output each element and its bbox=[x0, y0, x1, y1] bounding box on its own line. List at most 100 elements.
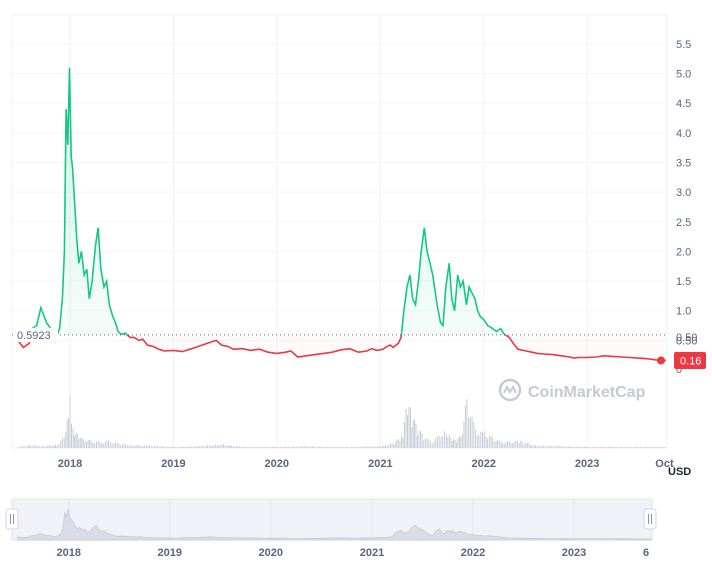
volume-bar bbox=[473, 422, 475, 448]
volume-bar bbox=[579, 446, 580, 448]
volume-bar bbox=[420, 430, 422, 448]
coinmarketcap-logo-icon bbox=[498, 378, 522, 402]
volume-bar bbox=[498, 440, 500, 448]
volume-bar bbox=[45, 446, 47, 448]
volume-bar bbox=[24, 446, 26, 448]
navigator-tick-label: 2023 bbox=[562, 547, 586, 559]
volume-bar bbox=[505, 442, 507, 448]
volume-bar bbox=[205, 445, 207, 448]
volume-bar bbox=[523, 444, 525, 448]
volume-bar bbox=[344, 446, 346, 448]
price-area-below-reference bbox=[17, 334, 666, 361]
volume-bar bbox=[525, 443, 527, 448]
watermark-text: CoinMarketCap bbox=[528, 384, 646, 401]
volume-bar bbox=[231, 445, 233, 448]
volume-bar bbox=[438, 436, 440, 448]
volume-bar bbox=[588, 446, 590, 448]
volume-bar bbox=[515, 440, 517, 448]
volume-bar bbox=[126, 445, 128, 448]
volume-bar bbox=[250, 446, 252, 448]
price-line-above-reference bbox=[30, 67, 507, 335]
volume-bar bbox=[415, 423, 417, 448]
volume-bar bbox=[333, 447, 335, 448]
volume-bar bbox=[262, 447, 264, 448]
volume-bar bbox=[528, 443, 530, 448]
volume-bar bbox=[25, 446, 27, 448]
volume-bar bbox=[90, 440, 92, 448]
volume-bar bbox=[603, 446, 605, 448]
volume-bar bbox=[651, 447, 653, 448]
volume-bar bbox=[614, 446, 616, 448]
volume-bar bbox=[417, 435, 418, 448]
volume-bar bbox=[591, 447, 593, 448]
volume-bar bbox=[37, 446, 39, 448]
volume-bar bbox=[656, 446, 658, 448]
volume-bar bbox=[595, 446, 597, 448]
y-tick-label: 5.0 bbox=[676, 69, 691, 81]
volume-bar bbox=[493, 441, 495, 448]
volume-bar bbox=[213, 445, 215, 448]
price-axis-upper: 5.5 5.0 4.5 4.0 3.5 3.0 2.5 2.0 1.5 1.0 0.50 bbox=[676, 39, 697, 347]
volume-bar bbox=[42, 445, 44, 448]
volume-bar bbox=[120, 445, 122, 448]
volume-bar bbox=[22, 446, 24, 448]
volume-bar bbox=[283, 446, 285, 448]
volume-bar bbox=[315, 447, 317, 448]
volume-bar bbox=[617, 447, 619, 448]
reference-price-label-bg bbox=[14, 327, 58, 342]
volume-bar bbox=[65, 432, 67, 448]
volume-bar bbox=[544, 446, 546, 448]
navigator-right-handle[interactable] bbox=[643, 508, 657, 530]
volume-bar bbox=[310, 446, 312, 448]
navigator-tick-label: 6 bbox=[643, 547, 649, 559]
volume-bar bbox=[313, 446, 315, 448]
volume-bar bbox=[131, 445, 133, 448]
volume-bar bbox=[96, 441, 97, 448]
y-tick-label: 1.5 bbox=[676, 276, 691, 288]
volume-bar bbox=[259, 446, 261, 448]
navigator-left-handle[interactable] bbox=[5, 508, 19, 530]
volume-bar bbox=[171, 446, 173, 448]
volume-bar bbox=[548, 446, 550, 448]
price-line-below-reference bbox=[17, 334, 666, 362]
volume-bar bbox=[128, 445, 130, 448]
volume-bar bbox=[48, 445, 50, 448]
volume-bar bbox=[170, 446, 172, 448]
volume-bar bbox=[464, 405, 466, 448]
volume-bar bbox=[503, 444, 505, 448]
volume-bar bbox=[197, 446, 199, 448]
volume-bar bbox=[444, 431, 445, 448]
volume-bar bbox=[535, 445, 536, 448]
volume-bar bbox=[235, 446, 237, 448]
volume-bar bbox=[39, 446, 40, 448]
volume-bar bbox=[101, 442, 103, 448]
volume-bar bbox=[27, 445, 29, 448]
volume-bar bbox=[418, 431, 420, 448]
volume-bar bbox=[428, 439, 430, 448]
volume-bar bbox=[210, 446, 212, 448]
volume-bar bbox=[539, 446, 541, 448]
volume-bar bbox=[136, 445, 138, 448]
volume-bar bbox=[341, 447, 343, 448]
volume-bar bbox=[111, 444, 113, 448]
volume-bar bbox=[458, 436, 460, 448]
volume-bar bbox=[133, 446, 135, 448]
volume-bar bbox=[607, 446, 609, 448]
volume-bar bbox=[246, 447, 248, 448]
volume-bar bbox=[251, 446, 253, 448]
plot-frame bbox=[11, 14, 668, 449]
volume-bar bbox=[56, 445, 58, 448]
volume-bar bbox=[139, 445, 141, 448]
volume-bar bbox=[294, 446, 296, 448]
volume-bar bbox=[433, 441, 435, 448]
volume-bar bbox=[497, 440, 499, 448]
volume-bar bbox=[312, 446, 314, 448]
volume-bar bbox=[317, 446, 318, 448]
current-price-dot bbox=[657, 356, 665, 365]
volume-bar bbox=[401, 436, 402, 448]
volume-bar bbox=[166, 447, 168, 448]
volume-bar bbox=[369, 446, 370, 448]
volume-bar bbox=[518, 443, 520, 448]
volume-bar bbox=[134, 445, 136, 448]
